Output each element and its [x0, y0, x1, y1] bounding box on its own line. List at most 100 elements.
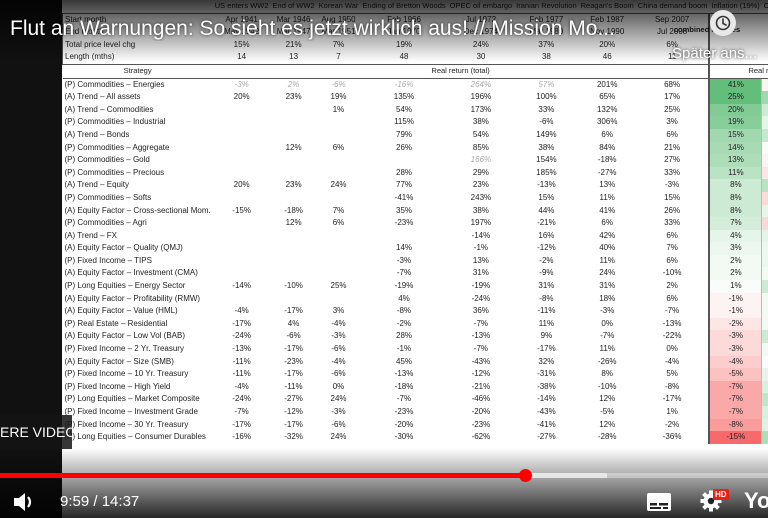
total-return-cell: -27%	[284, 394, 303, 404]
annual-return-cell: 4%	[761, 229, 768, 243]
annual-return-cell: 13%	[761, 431, 768, 444]
total-return-cell: 54%	[472, 129, 489, 139]
total-return-cell	[271, 293, 317, 306]
strategy-row: (A) Equity Factor – Profitability (RMW) 4…	[63, 292, 768, 306]
total-return-cell: -8%	[396, 306, 412, 316]
strategy-row: (P) Commodities – Energies -3% 2% -6% -16% 26…	[63, 78, 768, 92]
total-return-cell: 7%	[332, 205, 345, 215]
total-return-cell: -10%	[597, 381, 617, 391]
strategy-label: (P) Fixed Income – High Yield	[64, 381, 171, 391]
strategy-label: (A) Equity Factor – Low Vol (BAB)	[64, 331, 186, 341]
total-return-cell: 84%	[599, 142, 616, 152]
total-return-cell: -5%	[600, 407, 615, 416]
total-return-cell: 306%	[596, 117, 618, 127]
annual-return-cell: 9%	[761, 128, 768, 142]
total-return-cell	[213, 142, 271, 155]
strategy-label: (P) Fixed Income – 10 Yr. Treasury	[64, 369, 189, 379]
strategy-row: (A) Equity Factor – Low Vol (BAB) -24% -6%…	[63, 330, 768, 344]
total-return-cell: -3%	[396, 255, 412, 265]
event-header: Korean War	[318, 1, 359, 10]
progress-scrubber-handle[interactable]	[518, 469, 532, 482]
total-return-cell	[213, 167, 271, 180]
annual-return-cell: 1%	[708, 280, 762, 293]
total-return-cell: -23%	[471, 419, 491, 429]
strategy-row: (P) Fixed Income – Investment Grade -7% -1…	[63, 406, 768, 419]
meta-cell: 7	[316, 51, 361, 65]
total-return-cell	[271, 104, 317, 117]
total-return-cell: 6%	[332, 218, 345, 228]
strategy-row: (A) Equity Factor – Cross-sectional Mom.…	[63, 204, 768, 218]
total-return-cell: -11%	[232, 356, 251, 366]
total-return-cell: -46%	[471, 394, 491, 404]
strategy-label: (P) Commodities – Softs	[64, 192, 152, 202]
total-return-cell: -62%	[471, 432, 491, 442]
total-return-cell	[317, 167, 361, 180]
strategy-label: (A) Trend – Equity	[64, 180, 129, 190]
total-return-cell: 40%	[599, 243, 616, 253]
annual-return-cell: 8%	[708, 191, 762, 205]
total-return-cell	[271, 267, 317, 280]
volume-icon[interactable]	[12, 491, 36, 513]
annual-return-cell: 6%	[761, 380, 768, 394]
annual-return-cell: -4%	[708, 355, 762, 369]
strategy-row: (P) Fixed Income – TIPS -3% 13% -2% 11% 6% 2%3…	[63, 254, 768, 268]
total-return-cell: 3%	[332, 306, 345, 316]
total-return-cell: 24%	[330, 432, 347, 442]
total-return-cell: 2%	[287, 79, 300, 89]
total-return-cell	[213, 129, 271, 142]
strategy-label: (P) Fixed Income – TIPS	[64, 255, 152, 265]
total-return-cell: -12%	[471, 369, 491, 379]
strategy-row: (P) Commodities – Industrial 115% 38% -6% 30…	[63, 116, 768, 129]
watch-later-button[interactable]: Später ans...	[660, 6, 768, 70]
annual-return-cell: 4%	[761, 204, 768, 218]
total-return-cell: -11%	[537, 306, 556, 316]
total-return-cell: -24%	[471, 293, 491, 303]
total-return-cell	[317, 255, 361, 268]
total-return-cell: -2%	[539, 255, 554, 265]
subtitles-icon[interactable]	[646, 492, 672, 512]
progress-bar[interactable]	[0, 469, 768, 482]
annual-return-cell: 2%	[761, 305, 768, 318]
total-return-cell: -14%	[232, 281, 251, 291]
strategy-label: (P) Fixed Income – 2 Yr. Treasury	[64, 344, 184, 354]
annual-return-cell: 6%	[761, 406, 768, 419]
total-return-cell: 154%	[536, 155, 557, 165]
annual-return-cell: -2%	[761, 166, 768, 180]
annual-return-cell: -15%	[708, 431, 762, 444]
total-return-cell	[271, 242, 317, 255]
total-return-cell: -31%	[537, 369, 556, 379]
event-header: Reagan's Boom	[580, 1, 634, 10]
total-return-cell: -3%	[664, 180, 680, 190]
video-title[interactable]: Flut an Warnungen: So sieht es jetzt wir…	[10, 17, 615, 40]
total-return-cell: -19%	[394, 281, 414, 291]
total-return-cell: 57%	[538, 79, 555, 89]
total-return-cell: -19%	[471, 281, 491, 291]
total-return-cell: 6%	[601, 218, 613, 228]
annual-return-cell: -5%	[708, 368, 762, 381]
strategy-row: (A) Equity Factor – Quality (QMJ) 14% -1% -…	[63, 242, 768, 255]
total-return-cell: -17%	[284, 369, 303, 379]
total-return-cell: -13%	[471, 331, 491, 341]
total-return-cell: 3%	[666, 117, 678, 127]
youtube-logo[interactable]: You	[744, 488, 768, 513]
total-return-cell: 132%	[596, 104, 618, 114]
total-return-cell: -4%	[331, 356, 346, 366]
strategy-label: (A) Equity Factor – Size (SMB)	[64, 356, 174, 366]
total-return-cell: -14%	[537, 394, 556, 404]
more-videos-button[interactable]: ERE VIDEOS	[0, 415, 72, 449]
total-return-cell: 20%	[233, 92, 250, 102]
total-return-cell: 1%	[666, 407, 678, 416]
annual-return-cell: 8%	[761, 103, 768, 117]
annual-return-cell: 2%	[761, 267, 768, 281]
total-return-cell: -3%	[331, 331, 346, 341]
strategy-label: (P) Real Estate – Residential	[64, 318, 168, 328]
event-header: US enters WW2	[214, 1, 269, 10]
total-return-cell: 65%	[599, 92, 616, 102]
strategy-label: (A) Trend – Commodities	[64, 104, 154, 114]
total-return-cell: 25%	[664, 104, 681, 114]
total-return-cell: 38%	[538, 142, 555, 152]
total-return-header: Real return (total)	[212, 64, 710, 79]
total-return-cell: -7%	[664, 306, 680, 316]
